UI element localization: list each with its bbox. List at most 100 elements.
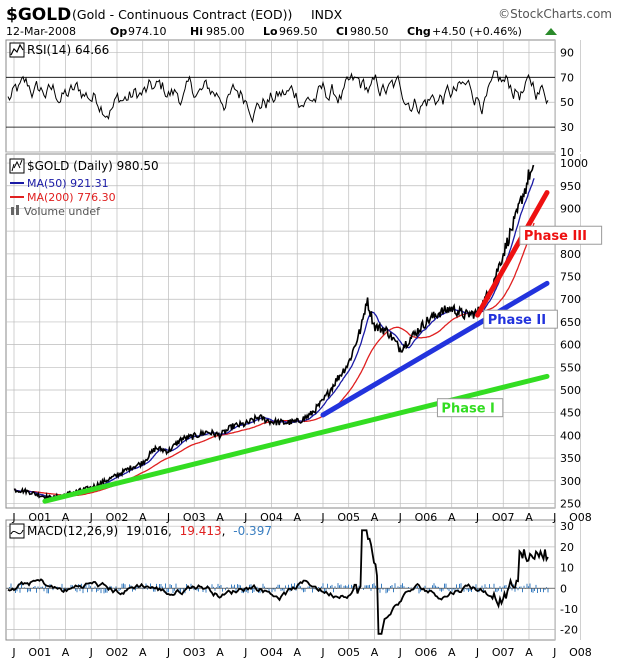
x-tick-label: J [475,511,479,524]
x-tick-label: J [243,511,247,524]
price-axis-label: 1000 [560,157,588,170]
x-tick-label: J [11,646,15,659]
macd-legend: MACD(12,26,9) 19.016, 19.413, -0.397 [9,523,272,539]
rsi-line [7,70,549,124]
up-triangle-icon [545,28,557,35]
macd-legend-histogram: -0.397 [233,524,272,538]
rsi-legend-text: RSI(14) 64.66 [27,43,109,57]
price-axis-label: 550 [560,361,581,374]
x-tick-label: O06 [415,646,438,659]
x-tick-label: A [293,646,301,659]
x-tick-label: A [293,511,301,524]
trendline-phase-iii [474,190,550,318]
price-legend-gold: $GOLD (Daily) 980.50 [27,159,159,173]
x-tick-label: J [398,646,402,659]
macd-axis-label: 0 [560,582,567,595]
x-tick-label: J [89,511,93,524]
rsi-axis-label: 30 [560,121,574,134]
price-axis-label: 350 [560,452,581,465]
x-tick-label: O07 [492,511,515,524]
macd-axis-label: -10 [560,603,578,616]
price-axis-label: 900 [560,202,581,215]
x-tick-label: A [371,511,379,524]
macd-panel [5,519,556,641]
x-tick-label: A [62,646,70,659]
x-tick-label: O07 [492,646,515,659]
x-tick-label: J [552,511,556,524]
phase-label: Phase I [441,402,494,417]
macd-axis-label: 20 [560,541,574,554]
x-tick-label: A [371,646,379,659]
x-tick-label: A [62,511,70,524]
phase-label: Phase II [488,313,546,328]
x-tick-label: A [448,646,456,659]
macd-legend-signal: 19.413 [180,524,222,538]
x-tick-label: A [139,646,147,659]
trendline-phase-ii [320,280,550,418]
price-axis-label: 500 [560,384,581,397]
rsi-panel [5,39,556,153]
price-axis-label: 950 [560,180,581,193]
exchange-label: INDX [311,7,343,22]
price-axis-label: 400 [560,429,581,442]
macd-legend-value: 19.016 [126,524,168,538]
price-axis-label: 750 [560,271,581,284]
x-tick-label: A [216,646,224,659]
x-tick-label: J [320,646,324,659]
phase-label-box [519,225,603,245]
x-tick-label: A [139,511,147,524]
op-value: 974.10 [128,25,167,38]
x-tick-label: J [166,511,170,524]
phase-label: Phase III [524,229,587,244]
rsi-axis-label: 50 [560,96,574,109]
chg-value: +4.50 (+0.46%) [432,25,522,38]
x-tick-label: O02 [106,646,129,659]
macd-axis-label: 30 [560,520,574,533]
price-axis-label: 700 [560,293,581,306]
x-tick-label: O05 [337,511,360,524]
cl-value: 980.50 [350,25,389,38]
x-tick-label: J [475,646,479,659]
chg-label: Chg [407,25,431,38]
x-tick-label: O08 [569,511,592,524]
price-axis-label: 300 [560,475,581,488]
rsi-axis-label: 90 [560,46,574,59]
price-legend-ma50: MA(50) 921.31 [27,177,109,190]
rsi-legend: RSI(14) 64.66 [9,42,109,58]
lo-label: Lo [263,25,278,38]
source-watermark: ©StockCharts.com [498,7,612,21]
price-axis-label: 800 [560,248,581,261]
price-legend-volume: Volume undef [24,205,101,218]
hi-label: Hi [190,25,203,38]
x-tick-label: J [89,646,93,659]
price-axis-label: 600 [560,339,581,352]
price-axis-label: 650 [560,316,581,329]
gold-price-line [13,164,535,501]
x-tick-label: O05 [337,646,360,659]
x-tick-label: J [11,511,15,524]
lo-value: 969.50 [279,25,318,38]
x-tick-label: O01 [28,646,51,659]
x-tick-label: O04 [260,646,283,659]
phase-label-box [483,309,558,329]
x-tick-label: A [448,511,456,524]
macd-axis-label: -20 [560,624,578,637]
x-tick-label: O08 [569,646,592,659]
x-tick-label: O03 [183,511,206,524]
op-label: Op [110,25,127,38]
rsi-axis-label: 10 [560,146,574,159]
x-tick-label: O02 [106,511,129,524]
hi-value: 985.00 [206,25,245,38]
x-tick-label: O04 [260,511,283,524]
price-axis-label: 250 [560,497,581,510]
phase-label-box [436,398,504,418]
price-legend-ma200: MA(200) 776.30 [27,191,116,204]
macd-axis-label: 10 [560,562,574,575]
cl-label: Cl [336,25,348,38]
macd-legend-prefix: MACD(12,26,9) [27,524,118,538]
x-tick-label: O01 [28,511,51,524]
rsi-axis-label: 70 [560,71,574,84]
trendline-phase-i [42,373,550,504]
x-tick-label: J [166,646,170,659]
